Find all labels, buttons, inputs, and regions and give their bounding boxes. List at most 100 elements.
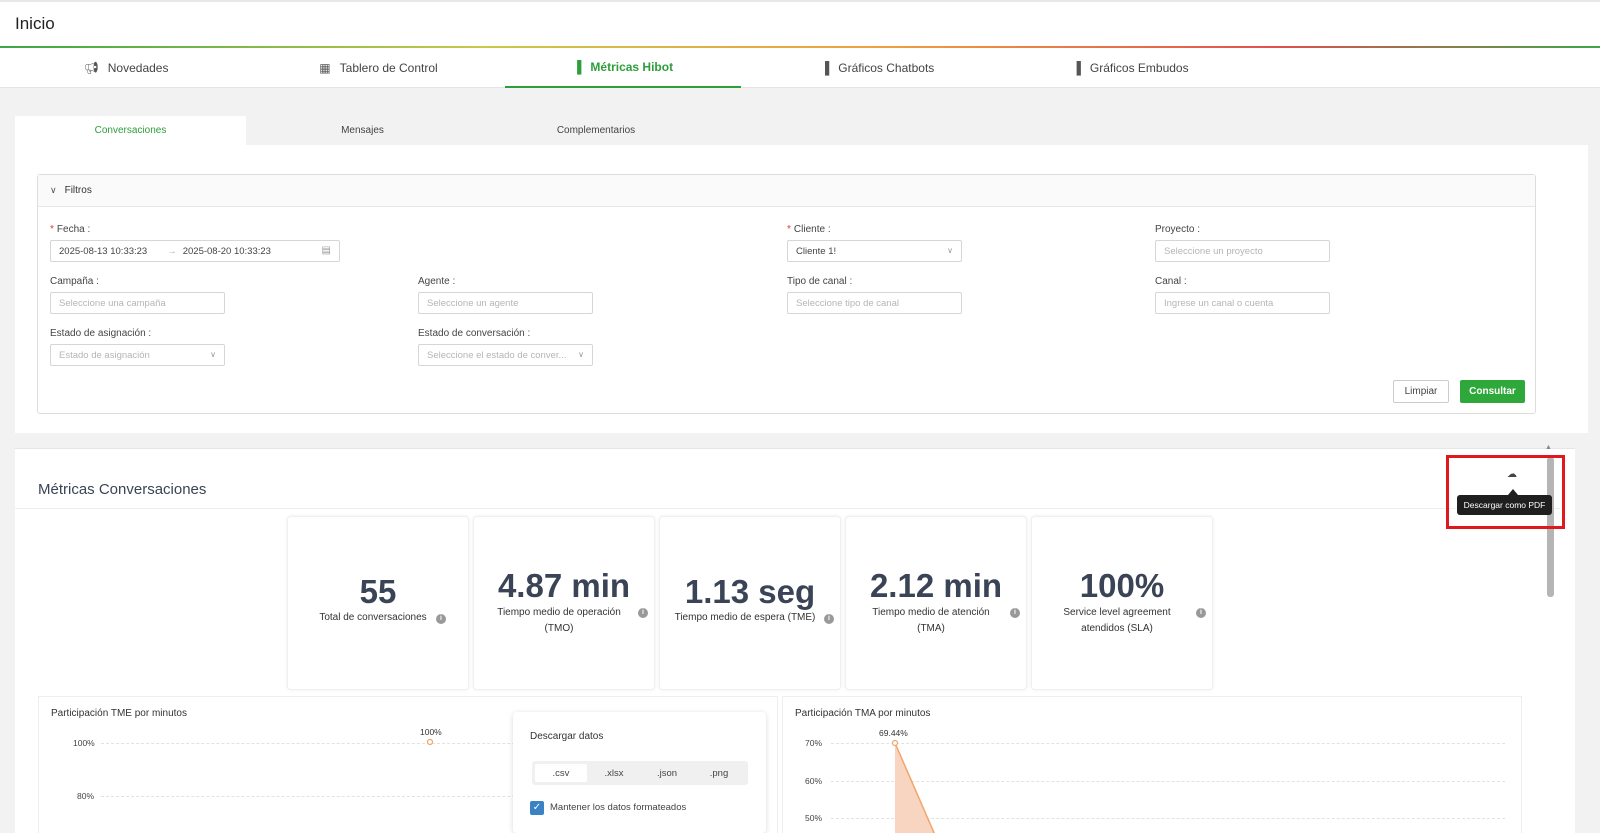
agente-placeholder: Seleccione un agente bbox=[427, 297, 519, 309]
popup-title: Descargar datos bbox=[530, 731, 604, 742]
filters-panel: ∨ Filtros * Fecha : 2025-08-13 10:33:23 →… bbox=[15, 145, 1588, 433]
proyecto-label: Proyecto : bbox=[1155, 224, 1201, 235]
chart-title: Participación TMA por minutos bbox=[795, 708, 931, 719]
proyecto-select[interactable]: Seleccione un proyecto bbox=[1155, 240, 1330, 262]
limpiar-button[interactable]: Limpiar bbox=[1393, 380, 1449, 403]
date-start: 2025-08-13 10:33:23 bbox=[59, 245, 148, 257]
format-option-png[interactable]: .png bbox=[709, 767, 729, 779]
chart-tma: Participación TMA por minutos 70% 60% 50… bbox=[782, 696, 1522, 833]
estado-conversacion-placeholder: Seleccione el estado de conver... bbox=[427, 349, 567, 361]
date-end: 2025-08-20 10:33:23 bbox=[182, 245, 271, 257]
chart-svg bbox=[891, 739, 935, 833]
tab-novedades[interactable]: 📢︎ Novedades bbox=[0, 48, 252, 88]
page-title: Inicio bbox=[15, 14, 55, 33]
scroll-up-arrow-icon[interactable]: ▲ bbox=[1545, 444, 1552, 451]
campana-select[interactable]: Seleccione una campaña bbox=[50, 292, 225, 314]
kpi-value: 100% bbox=[1079, 567, 1165, 604]
main-nav-tabs: 📢︎ Novedades ▦ Tablero de Control ▐ Métr… bbox=[0, 48, 1600, 88]
bar-chart-icon: ▐ bbox=[572, 60, 582, 74]
format-option-xlsx[interactable]: .xlsx bbox=[604, 767, 624, 779]
keep-format-checkbox[interactable]: ✓ bbox=[530, 801, 544, 815]
subtab-mensajes[interactable]: Mensajes bbox=[341, 125, 384, 136]
chevron-down-icon: ∨ bbox=[210, 350, 216, 359]
kpi-value: 55 bbox=[359, 573, 397, 610]
subtab-complementarios[interactable]: Complementarios bbox=[556, 125, 636, 136]
info-icon[interactable]: i bbox=[1010, 608, 1020, 618]
kpi-label: Tiempo medio de operación (TMO) bbox=[497, 607, 621, 634]
proyecto-placeholder: Seleccione un proyecto bbox=[1164, 245, 1263, 257]
header-gradient-line bbox=[0, 46, 1600, 48]
cloud-download-icon[interactable]: ☁︎ bbox=[1507, 469, 1517, 480]
cliente-label: * Cliente : bbox=[787, 224, 831, 235]
y-tick-label: 70% bbox=[805, 738, 823, 748]
info-icon[interactable]: i bbox=[436, 614, 446, 624]
megaphone-icon: 📢︎ bbox=[83, 61, 99, 75]
gridline bbox=[831, 781, 1505, 782]
tipo-canal-label: Tipo de canal : bbox=[787, 276, 853, 287]
tipo-canal-select[interactable]: Seleccione tipo de canal bbox=[787, 292, 962, 314]
chevron-down-icon: ∨ bbox=[50, 185, 57, 195]
tab-tablero-de-control[interactable]: ▦ Tablero de Control bbox=[252, 48, 505, 88]
gridline bbox=[831, 743, 1505, 744]
kpi-value: 4.87 min bbox=[497, 567, 631, 604]
area-line bbox=[894, 742, 935, 833]
kpi-card-total: 55 Total de conversaciones i bbox=[287, 516, 469, 690]
tab-graficos-chatbots[interactable]: ▐ Gráficos Chatbots bbox=[751, 48, 1004, 88]
filters-header[interactable]: ∨ Filtros bbox=[38, 175, 1535, 207]
metrics-title: Métricas Conversaciones bbox=[38, 481, 207, 498]
tab-label: Gráficos Chatbots bbox=[838, 61, 935, 75]
calendar-icon: ▤ bbox=[321, 245, 331, 256]
divider bbox=[15, 508, 1560, 509]
format-option-csv[interactable]: .csv bbox=[535, 764, 587, 782]
estado-asignacion-placeholder: Estado de asignación bbox=[59, 349, 150, 361]
consultar-button[interactable]: Consultar bbox=[1460, 380, 1525, 403]
data-point[interactable] bbox=[426, 738, 434, 746]
kpi-value: 2.12 min bbox=[869, 567, 1003, 604]
format-option-json[interactable]: .json bbox=[656, 767, 678, 779]
y-tick-label: 60% bbox=[805, 776, 823, 786]
download-pdf-tooltip: Descargar como PDF bbox=[1457, 495, 1552, 515]
kpi-card-tma: 2.12 min Tiempo medio de atención (TMA) … bbox=[845, 516, 1027, 690]
estado-conversacion-label: Estado de conversación : bbox=[418, 328, 531, 339]
data-point[interactable] bbox=[891, 739, 899, 747]
estado-asignacion-select[interactable]: Estado de asignación ∨ bbox=[50, 344, 225, 366]
tab-metricas-hibot[interactable]: ▐ Métricas Hibot bbox=[505, 48, 741, 88]
agente-select[interactable]: Seleccione un agente bbox=[418, 292, 593, 314]
subtab-conversaciones[interactable]: Conversaciones bbox=[15, 116, 246, 145]
tipo-canal-placeholder: Seleccione tipo de canal bbox=[796, 297, 899, 309]
tab-label: Novedades bbox=[107, 61, 169, 75]
kpi-label: Tiempo medio de espera (TME) bbox=[674, 612, 816, 623]
estado-conversacion-select[interactable]: Seleccione el estado de conver... ∨ bbox=[418, 344, 593, 366]
kpi-card-sla: 100% Service level agreement atendidos (… bbox=[1031, 516, 1213, 690]
tab-graficos-embudos[interactable]: ▐ Gráficos Embudos bbox=[1004, 48, 1257, 88]
bar-chart-icon: ▐ bbox=[1072, 61, 1081, 75]
estado-asignacion-label: Estado de asignación : bbox=[50, 328, 152, 339]
chart-title: Participación TME por minutos bbox=[51, 708, 187, 719]
y-tick-label: 80% bbox=[77, 791, 95, 801]
gridline bbox=[101, 796, 761, 797]
chevron-down-icon: ∨ bbox=[947, 246, 953, 255]
format-segmented-control: .csv .xlsx .json .png bbox=[532, 761, 748, 785]
info-icon[interactable]: i bbox=[1196, 608, 1206, 618]
date-range-picker[interactable]: 2025-08-13 10:33:23 → 2025-08-20 10:33:2… bbox=[50, 240, 340, 262]
tab-label: Gráficos Embudos bbox=[1089, 61, 1189, 75]
y-tick-label: 50% bbox=[805, 813, 823, 823]
agente-label: Agente : bbox=[418, 276, 456, 287]
bar-chart-icon: ▐ bbox=[820, 61, 830, 75]
dashboard-icon: ▦ bbox=[319, 61, 331, 75]
canal-label: Canal : bbox=[1155, 276, 1187, 287]
info-icon[interactable]: i bbox=[824, 614, 834, 624]
data-label: 69.44% bbox=[879, 728, 908, 738]
info-icon[interactable]: i bbox=[638, 608, 648, 618]
tooltip-arrow bbox=[1508, 489, 1518, 495]
canal-input[interactable]: Ingrese un canal o cuenta bbox=[1155, 292, 1330, 314]
kpi-card-tmo: 4.87 min Tiempo medio de operación (TMO)… bbox=[473, 516, 655, 690]
kpi-label: Service level agreement atendidos (SLA) bbox=[1063, 607, 1171, 634]
cliente-select[interactable]: Cliente 1! ∨ bbox=[787, 240, 962, 262]
kpi-label: Tiempo medio de atención (TMA) bbox=[872, 607, 990, 634]
sub-tabs: Conversaciones Mensajes Complementarios bbox=[15, 116, 1588, 145]
chevron-down-icon: ∨ bbox=[578, 350, 584, 359]
kpi-value: 1.13 seg bbox=[684, 573, 816, 610]
highlight-box bbox=[1446, 455, 1565, 529]
tab-label: Tablero de Control bbox=[339, 61, 438, 75]
